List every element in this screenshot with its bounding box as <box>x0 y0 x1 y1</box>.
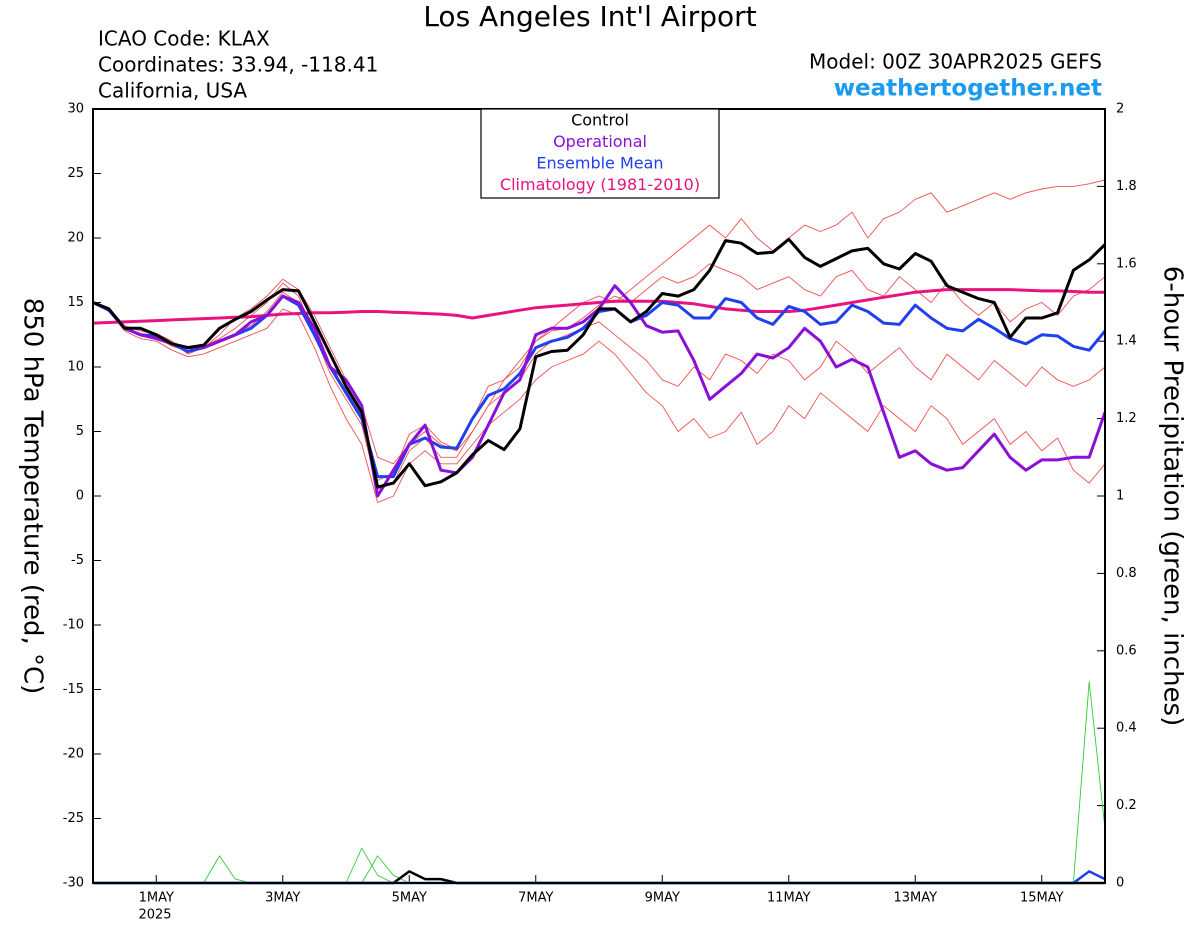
x-tick-label: 1MAY <box>139 891 174 906</box>
y2-tick-label: 1.6 <box>1116 256 1137 271</box>
x-tick-label: 5MAY <box>392 891 427 906</box>
member-line <box>92 179 1106 465</box>
x-tick-label: 3MAY <box>265 891 300 906</box>
y2-tick-label: 1.2 <box>1116 411 1137 426</box>
legend-box <box>480 108 720 199</box>
y2-tick-label: 0 <box>1116 876 1124 891</box>
chart-title: Los Angeles Int'l Airport <box>423 0 756 33</box>
y-tick-label: -25 <box>63 811 84 826</box>
y-tick-label: 30 <box>67 102 84 117</box>
y-tick-label: -15 <box>63 682 84 697</box>
icao: ICAO Code: KLAX <box>98 27 270 51</box>
location: California, USA <box>98 79 247 103</box>
series-line <box>92 237 1107 489</box>
y-tick-label: 20 <box>67 231 84 246</box>
y2-tick-label: 1.4 <box>1116 334 1137 349</box>
y2-tick-label: 0.4 <box>1116 721 1137 736</box>
x-tick-label: 13MAY <box>893 891 937 906</box>
member-line <box>92 282 1106 491</box>
y-tick-label: -10 <box>63 618 84 633</box>
legend-label: Climatology (1981-2010) <box>500 175 700 194</box>
y-tick-label: 0 <box>76 489 84 504</box>
y2-tick-label: 0.6 <box>1116 643 1137 658</box>
series-line <box>92 288 1105 325</box>
y2-axis-title: 6-hour Precipitation (green, inches) <box>1158 266 1188 726</box>
y-tick-label: 15 <box>67 295 84 310</box>
y-tick-label: -30 <box>63 876 84 891</box>
model: Model: 00Z 30APR2025 GEFS <box>809 50 1102 74</box>
year-label: 2025 <box>138 908 171 923</box>
plot-area <box>93 109 1105 883</box>
legend-label: Control <box>571 111 629 130</box>
y-tick-label: 10 <box>67 360 84 375</box>
y-tick-label: 5 <box>76 424 84 439</box>
legend-label: Operational <box>553 132 647 151</box>
x-tick-label: 9MAY <box>645 891 680 906</box>
y2-tick-label: 1 <box>1116 489 1124 504</box>
site: weathertogether.net <box>834 76 1102 102</box>
x-tick-label: 7MAY <box>518 891 553 906</box>
x-tick-label: 15MAY <box>1020 891 1064 906</box>
y-axis-title: 850 hPa Temperature (red, °C) <box>18 298 48 695</box>
y2-tick-label: 0.2 <box>1116 798 1137 813</box>
x-tick-label: 11MAY <box>767 891 811 906</box>
y2-tick-label: 0.8 <box>1116 566 1137 581</box>
y-tick-label: 25 <box>67 166 84 181</box>
member-line <box>92 302 1106 503</box>
y2-tick-label: 1.8 <box>1116 179 1137 194</box>
coordinates: Coordinates: 33.94, -118.41 <box>98 53 378 77</box>
y-tick-label: -5 <box>71 553 84 568</box>
y-tick-label: -20 <box>63 747 84 762</box>
y2-tick-label: 2 <box>1116 102 1124 117</box>
legend-label: Ensemble Mean <box>536 154 663 173</box>
